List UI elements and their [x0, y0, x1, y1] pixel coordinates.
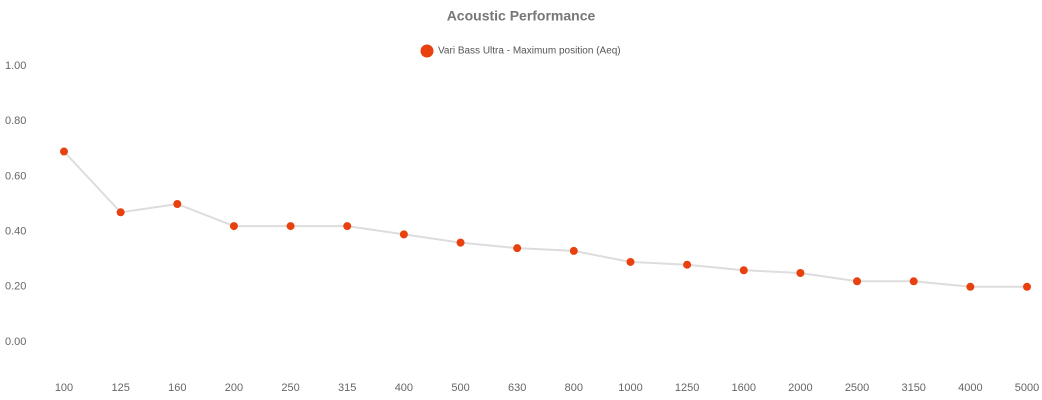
x-tick-label: 1250	[675, 382, 699, 394]
data-point	[343, 222, 352, 231]
x-tick-label: 400	[395, 382, 413, 394]
x-tick-label: 500	[451, 382, 469, 394]
data-point	[399, 230, 408, 239]
data-point	[116, 208, 125, 217]
legend-label: Vari Bass Ultra - Maximum position (Aeq)	[438, 46, 621, 57]
data-point	[173, 200, 182, 208]
x-tick-label: 100	[55, 382, 73, 394]
x-tick-label: 2000	[788, 382, 812, 394]
x-tick-label: 3150	[901, 382, 925, 394]
x-tick-label: 1000	[618, 382, 642, 394]
data-point	[286, 222, 295, 231]
data-point	[739, 266, 748, 275]
data-point	[909, 277, 918, 286]
x-tick-label: 315	[338, 382, 356, 394]
y-tick-label: 1.00	[5, 60, 26, 72]
x-tick-label: 1600	[732, 382, 756, 394]
data-point	[796, 269, 805, 277]
data-point	[626, 257, 635, 266]
data-point	[683, 260, 692, 269]
x-tick-label: 200	[225, 382, 243, 394]
data-point	[1023, 282, 1031, 291]
x-tick-label: 800	[565, 382, 583, 394]
series-line	[63, 150, 1027, 288]
x-tick-label: 160	[168, 382, 186, 394]
y-tick-label: 0.40	[5, 226, 26, 238]
x-tick-label: 5000	[1015, 382, 1039, 394]
data-point	[513, 244, 522, 253]
y-tick-label: 0.20	[5, 281, 26, 293]
data-point	[569, 246, 578, 255]
x-tick-label: 2500	[845, 382, 869, 394]
y-tick-label: 0.00	[5, 336, 26, 348]
data-point	[229, 222, 238, 231]
x-tick-label: 4000	[958, 382, 982, 394]
y-tick-label: 0.60	[5, 170, 26, 182]
x-tick-label: 250	[281, 382, 299, 394]
legend-marker	[420, 44, 434, 58]
chart-title: Acoustic Performance	[447, 8, 596, 24]
y-tick-label: 0.80	[5, 115, 26, 127]
data-point	[456, 238, 465, 247]
x-tick-label: 630	[508, 382, 526, 394]
x-tick-label: 125	[111, 382, 129, 394]
data-point	[966, 282, 975, 291]
data-point	[60, 147, 68, 156]
data-point	[853, 277, 862, 286]
